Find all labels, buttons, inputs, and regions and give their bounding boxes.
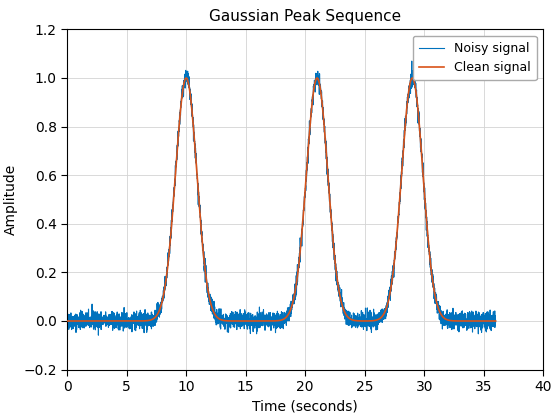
Clean signal: [323, 150, 330, 155]
Line: Clean signal: Clean signal: [67, 78, 496, 321]
Noisy signal: [95, 333, 102, 338]
Noisy signal: [156, 306, 162, 311]
Line: Noisy signal: Noisy signal: [67, 61, 496, 335]
Clean signal: [184, 76, 190, 81]
Clean signal: [492, 318, 499, 323]
Noisy signal: [64, 316, 71, 321]
Noisy signal: [452, 312, 459, 317]
Y-axis label: Amplitude: Amplitude: [4, 164, 18, 235]
Noisy signal: [330, 246, 337, 251]
Clean signal: [492, 318, 499, 323]
Noisy signal: [492, 320, 499, 325]
X-axis label: Time (seconds): Time (seconds): [253, 399, 358, 414]
Noisy signal: [184, 72, 190, 77]
Clean signal: [64, 318, 71, 323]
Legend: Noisy signal, Clean signal: Noisy signal, Clean signal: [413, 36, 537, 80]
Noisy signal: [492, 317, 499, 322]
Clean signal: [330, 246, 337, 251]
Title: Gaussian Peak Sequence: Gaussian Peak Sequence: [209, 9, 402, 24]
Clean signal: [409, 76, 416, 81]
Noisy signal: [408, 58, 415, 63]
Clean signal: [452, 318, 459, 323]
Clean signal: [156, 309, 162, 314]
Noisy signal: [323, 150, 330, 155]
